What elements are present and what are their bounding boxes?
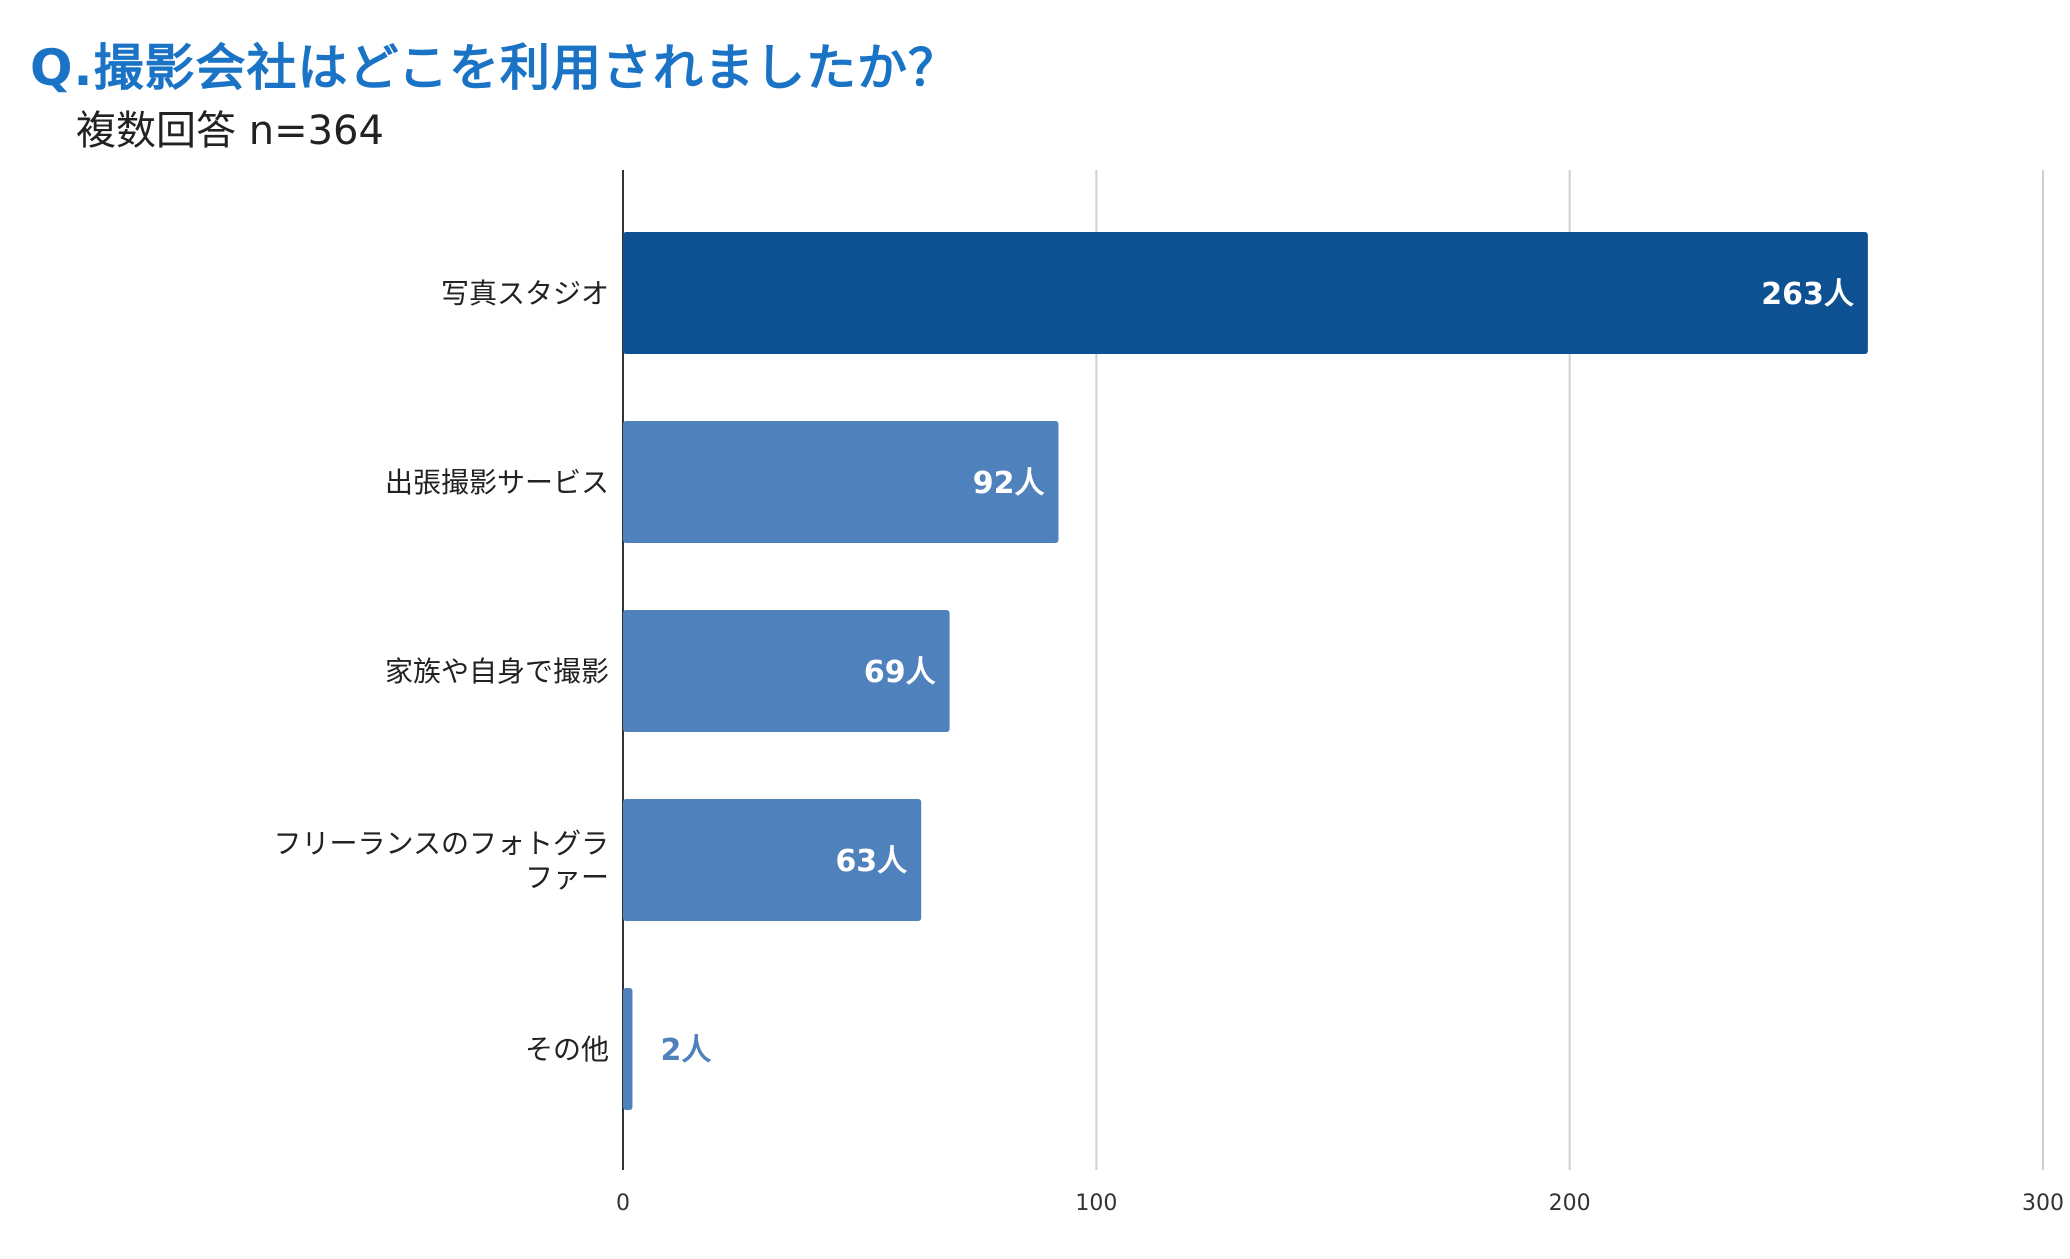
data-label-1: 263人 [1761,277,1854,312]
bar-3 [623,610,950,732]
bar-5 [623,988,633,1110]
category-label-5: その他 [525,1033,609,1066]
bar-4 [623,799,922,921]
chart-title: Q.撮影会社はどこを利用されましたか？ [30,39,959,97]
x-tick-label-0: 0 [616,1191,630,1216]
data-label-4: 63人 [835,844,907,879]
x-tick-label-100: 100 [1075,1191,1117,1216]
category-label-3: 家族や自身で撮影 [385,655,609,688]
data-label-2: 92人 [973,466,1045,501]
category-label-2: 出張撮影サービス [385,466,609,499]
x-tick-label-200: 200 [1549,1191,1591,1216]
category-label-4-line-2: ファー [525,861,609,894]
data-label-3: 69人 [864,655,936,690]
x-tick-label-300: 300 [2022,1191,2064,1216]
bar-2 [623,421,1059,543]
chart-subtitle: 複数回答 n=364 [76,108,384,154]
bar-1 [623,232,1868,354]
data-label-5: 2人 [660,1033,711,1068]
category-label-1: 写真スタジオ [441,277,609,310]
category-label-4-line-1: フリーランスのフォトグラ [274,827,609,860]
